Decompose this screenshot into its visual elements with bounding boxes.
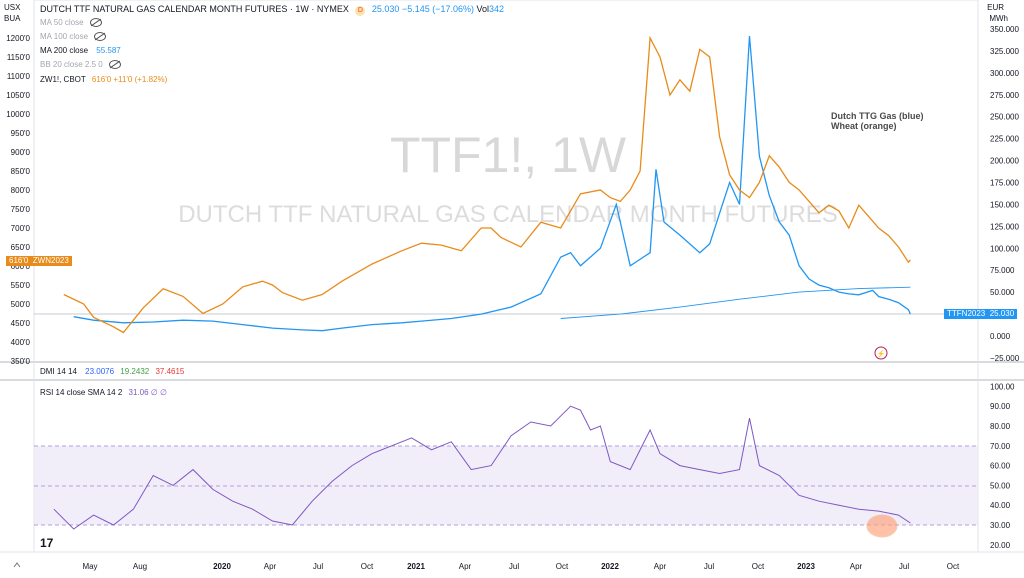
gas-price-line[interactable] bbox=[73, 35, 911, 332]
annotation-line1: Dutch TTG Gas (blue) bbox=[831, 111, 924, 121]
right-axis-tick: 250.000 bbox=[990, 113, 1019, 122]
right-unit[interactable]: MWh bbox=[989, 14, 1008, 23]
left-axis-tick: 1200'0 bbox=[6, 34, 30, 43]
gas-price-tag: TTFN2023 25.030 bbox=[944, 309, 1018, 319]
scroll-left-handle[interactable] bbox=[12, 560, 26, 570]
time-axis-tick: Apr bbox=[850, 562, 863, 571]
rsi-axis-tick: 60.00 bbox=[990, 462, 1011, 471]
left-axis-tick: 850'0 bbox=[11, 167, 31, 176]
ma200-line[interactable] bbox=[560, 286, 911, 319]
right-axis-tick: 150.000 bbox=[990, 200, 1019, 209]
left-axis-tick: 600'0 bbox=[11, 262, 31, 271]
wheat-price-line[interactable] bbox=[63, 35, 911, 334]
time-axis-tick: Jul bbox=[509, 562, 519, 571]
right-currency[interactable]: EUR bbox=[987, 3, 1004, 12]
last-price: 25.030 bbox=[371, 4, 400, 14]
rsi-axis-tick: 40.00 bbox=[990, 501, 1011, 510]
time-axis-tick: 2021 bbox=[407, 562, 425, 571]
rsi-legend[interactable]: RSI 14 close SMA 14 2 31.06 ∅ ∅ bbox=[40, 388, 167, 397]
hidden-eye-icon[interactable] bbox=[108, 60, 121, 70]
time-axis-tick: 2022 bbox=[601, 562, 619, 571]
ma100-legend[interactable]: MA 100 close bbox=[40, 32, 107, 42]
right-axis-tick: −25.000 bbox=[990, 354, 1020, 363]
right-axis-tick: 300.000 bbox=[990, 69, 1019, 78]
right-axis-tick: 75.000 bbox=[990, 266, 1015, 275]
watermark-description: DUTCH TTF NATURAL GAS CALENDAR MONTH FUT… bbox=[178, 201, 838, 228]
dmi-legend[interactable]: DMI 14 14 23.0076 19.2432 37.4615 bbox=[40, 367, 185, 376]
left-axis-tick: 1000'0 bbox=[6, 110, 30, 119]
rsi-axis-tick: 70.00 bbox=[990, 442, 1011, 451]
left-axis-tick: 550'0 bbox=[11, 281, 31, 290]
rsi-axis-tick: 90.00 bbox=[990, 402, 1011, 411]
price-change: −5.145 (−17.06%) bbox=[401, 4, 474, 14]
time-axis-tick: Jul bbox=[313, 562, 323, 571]
time-axis-tick: Apr bbox=[459, 562, 472, 571]
right-axis-tick: 100.000 bbox=[990, 244, 1019, 253]
hidden-eye-icon[interactable] bbox=[89, 18, 102, 28]
symbol-legend[interactable]: DUTCH TTF NATURAL GAS CALENDAR MONTH FUT… bbox=[40, 4, 504, 16]
right-axis-tick: 275.000 bbox=[990, 91, 1019, 100]
time-axis-tick: Oct bbox=[556, 562, 569, 571]
ma50-legend[interactable]: MA 50 close bbox=[40, 18, 102, 28]
right-axis-tick: 125.000 bbox=[990, 222, 1019, 231]
left-axis-tick: 400'0 bbox=[11, 338, 31, 347]
rsi-highlight-circle bbox=[866, 514, 898, 538]
left-axis-tick: 700'0 bbox=[11, 224, 31, 233]
right-axis-tick: 225.000 bbox=[990, 135, 1019, 144]
right-axis-tick: 50.000 bbox=[990, 288, 1015, 297]
wheat-price-tag: 616'0 ZWN2023 bbox=[6, 256, 72, 266]
rsi-line[interactable] bbox=[53, 405, 911, 530]
rsi-axis-tick: 100.00 bbox=[990, 382, 1015, 391]
time-axis-tick: May bbox=[82, 562, 97, 571]
data-badge[interactable]: D bbox=[355, 6, 366, 16]
right-axis-tick: 350.000 bbox=[990, 25, 1019, 34]
left-axis-tick: 1050'0 bbox=[6, 91, 30, 100]
left-axis-tick: 800'0 bbox=[11, 186, 31, 195]
left-axis-tick: 450'0 bbox=[11, 319, 31, 328]
left-currency[interactable]: USX bbox=[4, 3, 21, 12]
rsi-axis-tick: 20.00 bbox=[990, 541, 1011, 550]
annotation-line2: Wheat (orange) bbox=[831, 121, 897, 131]
time-axis-tick: Apr bbox=[264, 562, 277, 571]
time-axis-tick: 2023 bbox=[797, 562, 815, 571]
rsi-axis-tick: 30.00 bbox=[990, 521, 1011, 530]
time-axis-tick: Aug bbox=[133, 562, 147, 571]
time-axis-tick: 2020 bbox=[213, 562, 231, 571]
watermark-symbol: TTF1!, 1W bbox=[390, 127, 627, 183]
left-axis-tick: 900'0 bbox=[11, 148, 31, 157]
svg-text:⚡: ⚡ bbox=[877, 349, 886, 358]
tradingview-logo[interactable]: 17 bbox=[40, 536, 54, 550]
bb-legend[interactable]: BB 20 close 2.5 0 bbox=[40, 60, 121, 70]
symbol-title: DUTCH TTF NATURAL GAS CALENDAR MONTH FUT… bbox=[40, 4, 349, 14]
right-axis-tick: 325.000 bbox=[990, 47, 1019, 56]
ma200-legend[interactable]: MA 200 close 55.587 bbox=[40, 46, 121, 55]
time-axis-tick: Jul bbox=[899, 562, 909, 571]
right-axis-tick: 0.000 bbox=[990, 332, 1011, 341]
volume-label: Vol bbox=[476, 4, 490, 14]
rsi-axis-tick: 80.00 bbox=[990, 422, 1011, 431]
left-axis-tick: 1150'0 bbox=[7, 53, 31, 62]
right-axis-tick: 175.000 bbox=[990, 178, 1019, 187]
left-axis-tick: 650'0 bbox=[11, 243, 31, 252]
dividend-flash-icon[interactable] bbox=[874, 346, 888, 360]
hidden-eye-icon[interactable] bbox=[94, 32, 107, 42]
time-axis-tick: Oct bbox=[947, 562, 960, 571]
right-axis-tick: 200.000 bbox=[990, 157, 1019, 166]
rsi-axis-tick: 50.00 bbox=[990, 481, 1011, 490]
volume-value: 342 bbox=[489, 4, 505, 14]
left-unit[interactable]: BUA bbox=[4, 14, 21, 23]
left-axis-tick: 950'0 bbox=[11, 129, 31, 138]
left-axis-tick: 1100'0 bbox=[7, 72, 31, 81]
left-axis-tick: 750'0 bbox=[11, 205, 31, 214]
time-axis-tick: Jul bbox=[704, 562, 714, 571]
compare-legend[interactable]: ZW1!, CBOT 616'0 +11'0 (+1.82%) bbox=[40, 75, 168, 84]
left-axis-tick: 500'0 bbox=[11, 300, 31, 309]
left-axis-tick: 350'0 bbox=[11, 357, 31, 366]
time-axis-tick: Apr bbox=[654, 562, 667, 571]
time-axis-tick: Oct bbox=[361, 562, 374, 571]
time-axis-tick: Oct bbox=[752, 562, 765, 571]
